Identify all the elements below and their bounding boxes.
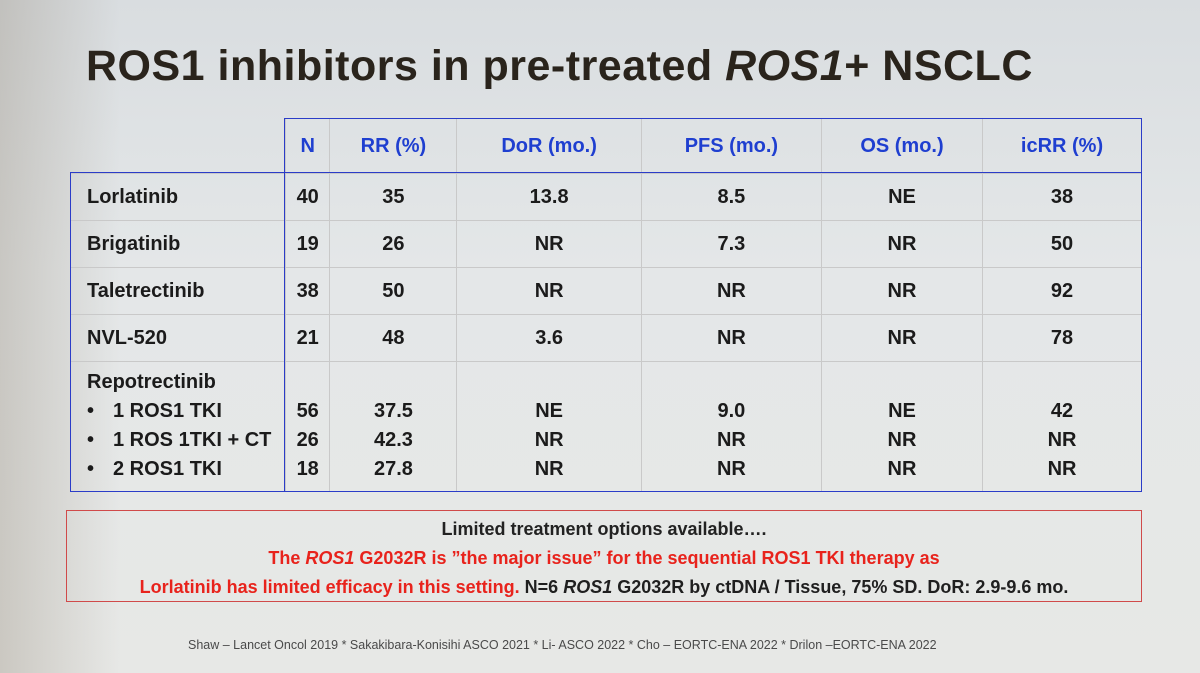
- cell: 92: [982, 267, 1142, 315]
- references-footer: Shaw – Lancet Oncol 2019 * Sakakibara-Ko…: [188, 638, 937, 652]
- title-italic: ROS1: [725, 42, 845, 90]
- cell: NR: [640, 314, 822, 362]
- cell-group: 9.0 NR NR: [640, 361, 822, 492]
- table-row: Lorlatinib 40 35 13.8 8.5 NE 38: [70, 173, 1142, 221]
- cell: 78: [982, 314, 1142, 362]
- title-prefix: ROS1 inhibitors in pre-treated: [86, 42, 726, 90]
- table-row: Taletrectinib 38 50 NR NR NR 92: [70, 267, 1142, 315]
- cell: NR: [456, 220, 642, 268]
- cell: 19: [284, 220, 331, 268]
- header-row: N RR (%) DoR (mo.) PFS (mo.) OS (mo.) ic…: [70, 118, 1142, 174]
- cell: NR: [820, 267, 984, 315]
- cell-group: 37.5 42.3 27.8: [329, 361, 458, 492]
- cell: 50: [982, 220, 1142, 268]
- cell-group: NE NR NR: [820, 361, 984, 492]
- drug-name: Lorlatinib: [70, 173, 286, 221]
- header-empty: [70, 118, 286, 174]
- cell: NE: [820, 173, 984, 221]
- header-rr: RR (%): [329, 118, 458, 174]
- table-row: NVL-520 21 48 3.6 NR NR 78: [70, 314, 1142, 362]
- cell: 50: [329, 267, 458, 315]
- drug-group-name: Repotrectinib • 1 ROS1 TKI • 1 ROS 1TKI + …: [70, 361, 286, 492]
- note-box: Limited treatment options available…. Th…: [66, 510, 1142, 602]
- cell-group: 56 26 18: [284, 361, 331, 492]
- table-row: Brigatinib 19 26 NR 7.3 NR 50: [70, 220, 1142, 268]
- note-line-2: The ROS1 G2032R is ”the major issue” for…: [268, 548, 940, 568]
- cell: NR: [820, 314, 984, 362]
- cell: 48: [329, 314, 458, 362]
- table-row-repotrectinib: Repotrectinib • 1 ROS1 TKI • 1 ROS 1TKI + …: [70, 361, 1142, 492]
- drug-name: Brigatinib: [70, 220, 286, 268]
- cell: 38: [982, 173, 1142, 221]
- cell: 26: [329, 220, 458, 268]
- note-line-3: Lorlatinib has limited efficacy in this …: [139, 577, 1069, 597]
- cell: 3.6: [456, 314, 642, 362]
- cell: 40: [284, 173, 331, 221]
- subrow-label: • 1 ROS1 TKI: [87, 400, 222, 422]
- cell: NR: [640, 267, 822, 315]
- cell: 38: [284, 267, 331, 315]
- header-dor: DoR (mo.): [456, 118, 642, 174]
- cell: 35: [329, 173, 458, 221]
- cell-group: 42 NR NR: [982, 361, 1142, 492]
- drug-name: NVL-520: [70, 314, 286, 362]
- note-line-1: Limited treatment options available….: [441, 519, 767, 539]
- group-title: Repotrectinib: [87, 371, 216, 393]
- cell: NR: [820, 220, 984, 268]
- cell: 8.5: [640, 173, 822, 221]
- header-icrr: icRR (%): [982, 118, 1142, 174]
- cell: 21: [284, 314, 331, 362]
- title-suffix: + NSCLC: [844, 42, 1033, 90]
- subrow-label: • 1 ROS 1TKI + CT: [87, 429, 272, 451]
- cell: 7.3: [640, 220, 822, 268]
- subrow-label: • 2 ROS1 TKI: [87, 458, 222, 480]
- header-n: N: [284, 118, 331, 174]
- cell: NR: [456, 267, 642, 315]
- cell: 13.8: [456, 173, 642, 221]
- cell-group: NE NR NR: [456, 361, 642, 492]
- drug-name: Taletrectinib: [70, 267, 286, 315]
- header-pfs: PFS (mo.): [640, 118, 822, 174]
- header-os: OS (mo.): [820, 118, 984, 174]
- comparison-table: N RR (%) DoR (mo.) PFS (mo.) OS (mo.) ic…: [70, 118, 1142, 492]
- slide-title: ROS1 inhibitors in pre-treated ROS1+ NSC…: [86, 42, 1033, 91]
